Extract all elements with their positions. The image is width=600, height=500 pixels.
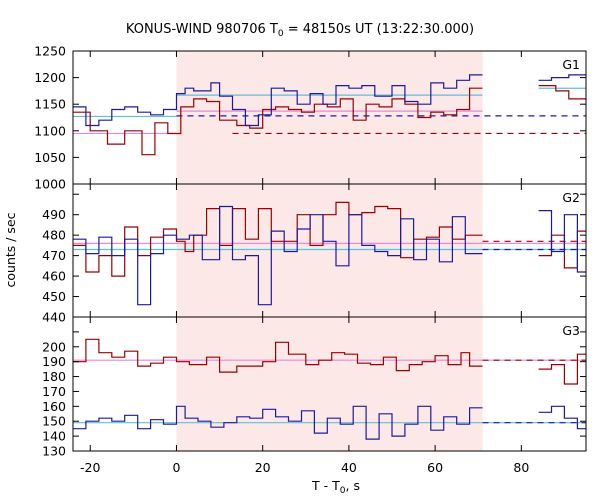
- series-blue-tail: [538, 210, 586, 273]
- panel-plot-area: [73, 317, 586, 451]
- y-tick-label: 450: [42, 289, 66, 304]
- title-subscript: 0: [278, 29, 284, 39]
- y-tick-label: 1200: [34, 70, 66, 85]
- panel-plot-area: [73, 184, 586, 317]
- xlabel-main: T - T: [311, 478, 340, 493]
- xlabel-rest: , s: [346, 478, 360, 493]
- series-blue-tail: [538, 74, 586, 81]
- series-red-steps: [73, 201, 483, 277]
- panel-frame: [72, 316, 587, 452]
- x-tick-label: 0: [172, 460, 180, 475]
- x-axis: [89, 51, 522, 184]
- series-blue-steps: [73, 405, 483, 440]
- burst-interval-shade: [176, 51, 483, 184]
- series-red-steps: [73, 87, 483, 156]
- y-tick-label: 1100: [34, 123, 66, 138]
- y-tick-label: 490: [42, 207, 66, 222]
- y-tick-label: 170: [42, 384, 66, 399]
- y-tick-label: 200: [42, 339, 66, 354]
- x-axis-label: T - T0, s: [311, 478, 360, 496]
- panel-label: G3: [562, 323, 580, 338]
- burst-interval-shade: [176, 317, 483, 451]
- xlabel-subscript: 0: [340, 486, 346, 496]
- title-main: KONUS-WIND 980706 T: [126, 22, 278, 37]
- y-tick-label: 180: [42, 369, 66, 384]
- x-tick-label: 60: [427, 460, 443, 475]
- x-tick-label: 20: [255, 460, 271, 475]
- y-tick-label: 480: [42, 228, 66, 243]
- y-tick-label: 470: [42, 248, 66, 263]
- series-red-steps: [73, 338, 483, 373]
- y-tick-label: 140: [42, 429, 66, 444]
- x-tick-label: -20: [80, 460, 100, 475]
- x-tick-label: 40: [341, 460, 357, 475]
- y-tick-label: 1000: [34, 177, 66, 192]
- panel-g1: 1000 1050 1100 1150 1200 1250 G1: [34, 44, 587, 192]
- panels-group: 1000 1050 1100 1150 1200 1250 G1 440 450 460 470 48…: [34, 44, 587, 475]
- x-axis: [89, 184, 522, 317]
- y-tick-label: 1050: [34, 150, 66, 165]
- panel-label: G1: [562, 57, 580, 72]
- series-blue-steps: [73, 205, 483, 306]
- y-tick-label: 1250: [34, 44, 66, 59]
- series-blue-steps: [73, 74, 483, 127]
- burst-interval-shade: [176, 184, 483, 317]
- y-axis-label: counts / sec: [3, 212, 18, 287]
- y-tick-label: 1150: [34, 97, 66, 112]
- y-tick-label: 460: [42, 269, 66, 284]
- y-tick-label: 150: [42, 414, 66, 429]
- series-red-tail: [538, 353, 586, 385]
- title-rest: = 48150s UT (13:22:30.000): [284, 22, 474, 37]
- x-axis: -20 0 20 40 60 80: [80, 317, 529, 475]
- series-blue-tail: [538, 405, 586, 430]
- y-tick-label: 190: [42, 354, 66, 369]
- x-tick-label: 80: [513, 460, 529, 475]
- chart-title: KONUS-WIND 980706 T0 = 48150s UT (13:22:…: [126, 22, 474, 39]
- panel-label: G2: [562, 190, 580, 205]
- y-tick-label: 160: [42, 399, 66, 414]
- panel-plot-area: [73, 51, 586, 184]
- y-tick-label: 440: [42, 310, 66, 325]
- panel-g2: 440 450 460 470 480 490 G2: [42, 183, 587, 325]
- y-tick-label: 130: [42, 444, 66, 459]
- series-red-tail: [538, 85, 586, 100]
- y-axis: 440 450 460 470 480 490: [42, 193, 586, 325]
